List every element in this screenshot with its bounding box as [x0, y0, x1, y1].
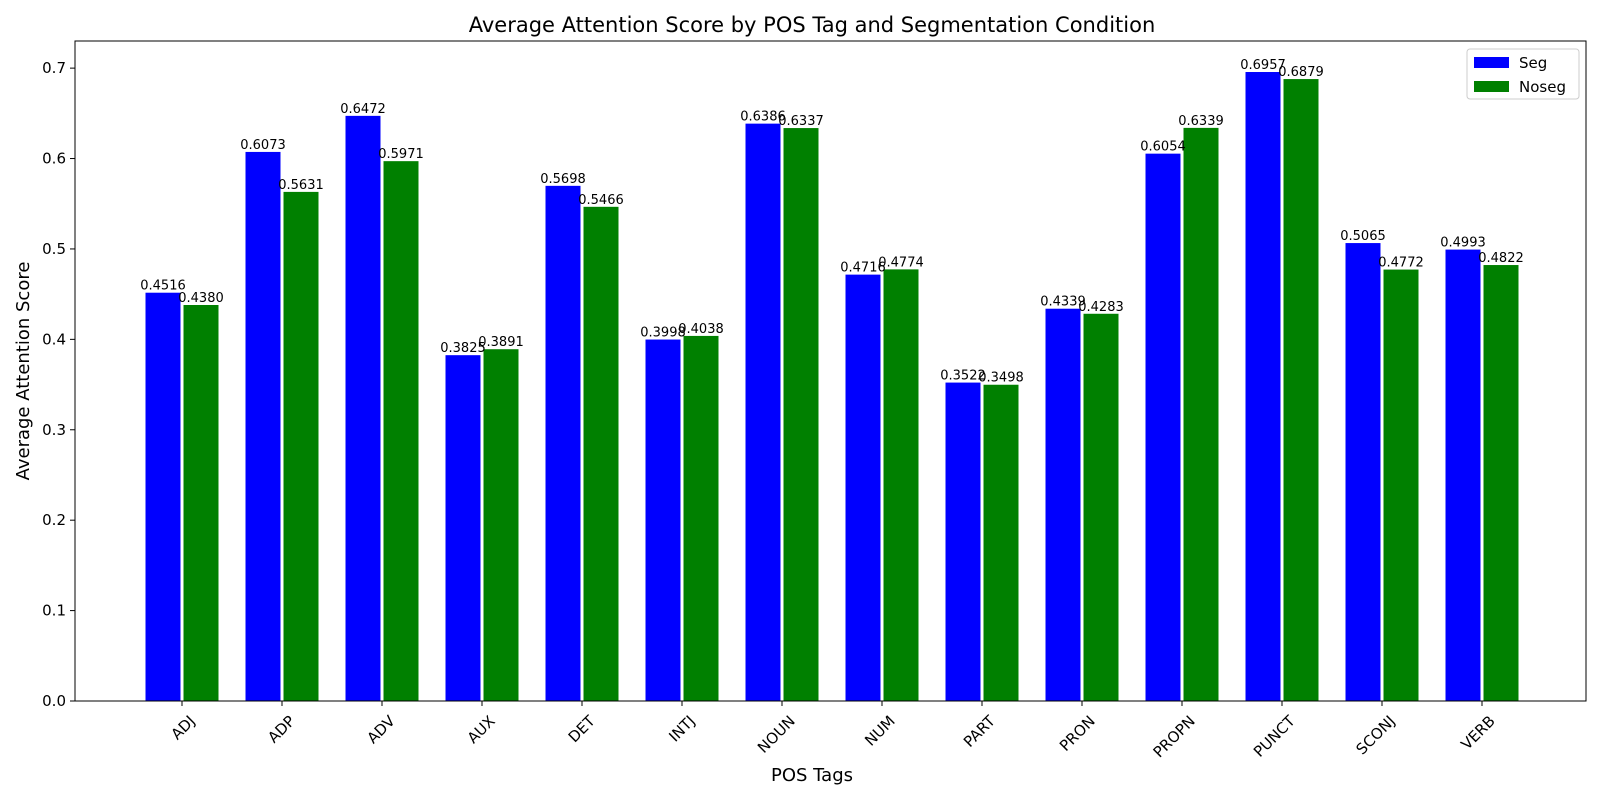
x-tick-label-pron: PRON — [1056, 712, 1099, 755]
bar-seg-pron — [1045, 308, 1081, 701]
x-tick-label-num: NUM — [861, 712, 899, 750]
bar-noseg-part — [983, 384, 1019, 701]
bar-seg-det — [545, 185, 581, 701]
data-label-seg-propn: 0.6054 — [1140, 140, 1186, 155]
y-tick-label: 0.7 — [42, 59, 66, 77]
bar-noseg-aux — [483, 349, 519, 701]
bar-seg-intj — [645, 339, 681, 701]
data-label-noseg-adp: 0.5631 — [278, 178, 324, 193]
data-label-seg-verb: 0.4993 — [1440, 236, 1486, 251]
data-label-noseg-adv: 0.5971 — [378, 147, 424, 162]
bar-seg-punct — [1245, 72, 1281, 701]
x-tick-label-adp: ADP — [264, 712, 299, 747]
bar-noseg-adj — [183, 305, 219, 701]
bars-group — [145, 72, 1519, 702]
y-axis-ticks: 0.0 0.1 0.2 0.3 0.4 0.5 0.6 0.7 — [42, 59, 75, 710]
data-label-noseg-num: 0.4774 — [878, 255, 924, 270]
chart-title: Average Attention Score by POS Tag and S… — [469, 13, 1156, 37]
x-tick-label-propn: PROPN — [1150, 712, 1199, 761]
legend-label-noseg: Noseg — [1519, 78, 1566, 96]
bar-noseg-det — [583, 206, 619, 701]
x-tick-label-verb: VERB — [1457, 712, 1498, 753]
data-label-noseg-aux: 0.3891 — [478, 335, 524, 350]
x-tick-label-det: DET — [565, 711, 600, 746]
bar-seg-adj — [145, 292, 181, 701]
bar-seg-part — [945, 382, 981, 701]
x-axis-label: POS Tags — [771, 765, 853, 786]
legend-swatch-seg — [1474, 57, 1509, 68]
bar-seg-verb — [1445, 249, 1481, 702]
plot-frame — [74, 40, 1587, 702]
y-tick-label: 0.3 — [42, 421, 66, 439]
x-tick-label-noun: NOUN — [754, 712, 799, 757]
y-tick-label: 0.0 — [42, 692, 66, 710]
y-tick-label: 0.5 — [42, 240, 66, 258]
data-label-seg-num: 0.4716 — [840, 261, 886, 276]
bar-noseg-propn — [1183, 127, 1219, 701]
bar-noseg-adv — [383, 161, 419, 702]
data-label-noseg-sconj: 0.4772 — [1378, 256, 1424, 271]
bar-noseg-punct — [1283, 79, 1319, 702]
x-tick-label-aux: AUX — [464, 712, 499, 747]
data-label-seg-intj: 0.3998 — [640, 326, 686, 341]
y-tick-label: 0.1 — [42, 602, 66, 620]
data-label-noseg-det: 0.5466 — [578, 193, 624, 208]
data-label-seg-pron: 0.4339 — [1040, 295, 1086, 310]
bar-seg-adv — [345, 115, 381, 701]
data-label-noseg-adj: 0.4380 — [178, 291, 224, 306]
data-label-seg-sconj: 0.5065 — [1340, 229, 1386, 244]
x-tick-label-part: PART — [960, 711, 999, 750]
legend-label-seg: Seg — [1519, 54, 1547, 72]
data-label-seg-noun: 0.6386 — [740, 110, 786, 125]
bar-noseg-pron — [1083, 313, 1119, 701]
data-label-noseg-verb: 0.4822 — [1478, 251, 1524, 266]
bar-seg-num — [845, 274, 881, 701]
x-tick-label-sconj: SCONJ — [1352, 712, 1398, 758]
data-label-noseg-punct: 0.6879 — [1278, 65, 1324, 80]
y-axis-label: Average Attention Score — [13, 262, 34, 481]
bar-seg-noun — [745, 123, 781, 701]
bar-noseg-adp — [283, 191, 319, 702]
y-tick-label: 0.4 — [42, 330, 66, 348]
bar-noseg-noun — [783, 128, 819, 702]
y-tick-label: 0.6 — [42, 150, 66, 168]
bar-noseg-num — [883, 269, 919, 701]
data-label-noseg-intj: 0.4038 — [678, 322, 724, 337]
data-label-seg-punct: 0.6957 — [1240, 58, 1286, 73]
x-tick-label-intj: INTJ — [665, 712, 698, 745]
bar-seg-propn — [1145, 153, 1181, 702]
data-label-noseg-noun: 0.6337 — [778, 114, 824, 129]
data-label-noseg-pron: 0.4283 — [1078, 300, 1124, 315]
data-label-noseg-part: 0.3498 — [978, 371, 1024, 386]
data-label-seg-aux: 0.3825 — [440, 341, 486, 356]
data-label-seg-det: 0.5698 — [540, 172, 586, 187]
y-tick-label: 0.2 — [42, 511, 66, 529]
data-label-seg-adp: 0.6073 — [240, 138, 286, 153]
bar-seg-aux — [445, 355, 481, 701]
x-tick-label-punct: PUNCT — [1250, 711, 1299, 760]
x-tick-label-adv: ADV — [364, 712, 400, 748]
bar-seg-adp — [245, 151, 281, 701]
legend-swatch-noseg — [1474, 81, 1509, 92]
data-label-noseg-propn: 0.6339 — [1178, 114, 1224, 129]
bar-noseg-sconj — [1383, 269, 1419, 701]
data-label-seg-part: 0.3522 — [940, 369, 986, 384]
bar-noseg-verb — [1483, 265, 1519, 701]
bar-noseg-intj — [683, 335, 719, 701]
data-label-seg-adv: 0.6472 — [340, 102, 386, 117]
legend: Seg Noseg — [1466, 48, 1580, 100]
data-label-seg-adj: 0.4516 — [140, 279, 186, 294]
x-axis-ticks: ADJ ADP ADV AUX DET INTJ NOUN NUM PART PRON PROPN P… — [167, 701, 1499, 761]
bar-seg-sconj — [1345, 243, 1381, 702]
x-tick-label-adj: ADJ — [167, 712, 198, 743]
